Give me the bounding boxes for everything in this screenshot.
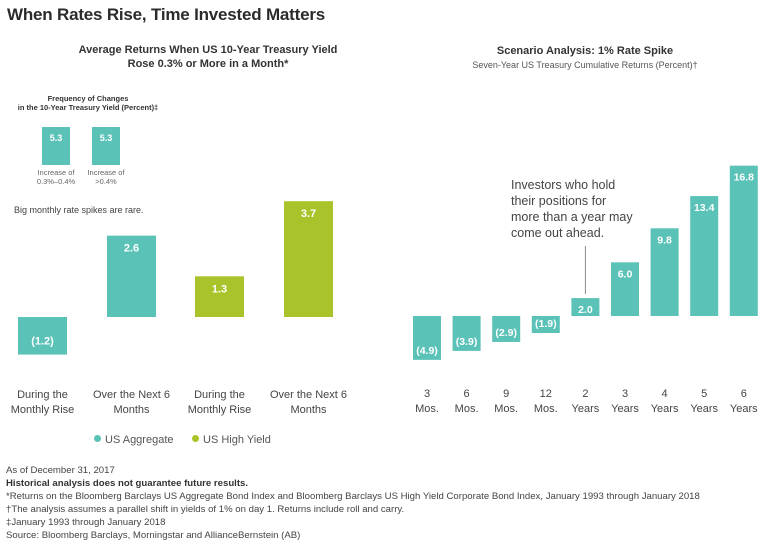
legend-label: US Aggregate: [105, 434, 174, 446]
legend-swatch-us-aggregate: [94, 435, 101, 442]
right-category-label: 3: [622, 388, 628, 400]
left-chart-title: Average Returns When US 10-Year Treasury…: [28, 43, 388, 71]
inset-title-line1: Frequency of Changes: [47, 94, 129, 103]
callout-text: Investors who hold their positions for m…: [511, 177, 633, 241]
left-chart-title-line1: Average Returns When US 10-Year Treasury…: [78, 44, 338, 56]
left-bar-value-label: (1.2): [31, 336, 54, 348]
legend-us-aggregate: US Aggregate: [94, 434, 174, 446]
left-category-label: During the: [194, 389, 245, 401]
callout-line-1: Investors who hold: [511, 178, 616, 192]
left-category-label: Monthly Rise: [188, 404, 252, 416]
callout-line-2: their positions for: [511, 194, 607, 208]
inset-label-0.3-0.4: Increase of 0.3%–0.4%: [26, 168, 86, 186]
left-category-label: Over the Next 6: [93, 389, 170, 401]
inset-bar-over-0.4: 5.3: [92, 127, 120, 165]
left-bar-3: [284, 201, 333, 317]
right-chart-subtitle: Seven-Year US Treasury Cumulative Return…: [472, 60, 698, 70]
left-bar-0: [18, 317, 67, 355]
left-bar-1: [107, 235, 156, 317]
right-chart-header: Scenario Analysis: 1% Rate Spike Seven-Y…: [400, 44, 768, 70]
right-category-label: 4: [662, 388, 668, 400]
left-bar-2: [195, 276, 244, 317]
right-bar-value-label: (4.9): [416, 345, 438, 357]
inset-note: Big monthly rate spikes are rare.: [14, 205, 144, 215]
right-bar-value-label: 9.8: [657, 234, 672, 246]
right-bar-0: [413, 316, 441, 360]
right-bar-value-label: 6.0: [618, 268, 633, 280]
right-category-label: Years: [730, 403, 758, 415]
inset-bar-0.3-0.4: 5.3: [42, 127, 70, 165]
left-category-label: Months: [290, 404, 327, 416]
left-bar-value-label: 2.6: [124, 243, 139, 255]
inset-label-over-0.4: Increase of >0.4%: [76, 168, 136, 186]
right-bar-value-label: 13.4: [694, 202, 715, 214]
right-category-label: Mos.: [455, 403, 479, 415]
right-category-label: 2: [582, 388, 588, 400]
right-category-label: 9: [503, 388, 509, 400]
footnote-dagger: †The analysis assumes a parallel shift i…: [6, 504, 405, 515]
legend-us-high-yield: US High Yield: [192, 434, 271, 446]
footnote-disclaimer: Historical analysis does not guarantee f…: [6, 478, 249, 489]
footnote-star: *Returns on the Bloomberg Barclays US Ag…: [6, 491, 700, 502]
right-category-label: Years: [611, 403, 639, 415]
right-category-label: Mos.: [494, 403, 518, 415]
callout-line-3: more than a year may: [511, 210, 633, 224]
footnote-source: Source: Bloomberg Barclays, Morningstar …: [6, 530, 301, 541]
page-title: When Rates Rise, Time Invested Matters: [7, 5, 326, 24]
right-bar-5: [611, 262, 639, 316]
footnote-ddagger: ‡January 1993 through January 2018: [6, 517, 166, 528]
inset-label-line2: 0.3%–0.4%: [36, 177, 76, 186]
right-bar-3: [531, 316, 560, 334]
right-bar-value-label: (2.9): [495, 327, 517, 339]
inset-title-line2: in the 10-Year Treasury Yield (Percent)‡: [17, 103, 159, 112]
right-category-label: Years: [572, 403, 600, 415]
right-chart-title: Scenario Analysis: 1% Rate Spike: [496, 45, 674, 57]
left-category-label: During the: [17, 389, 68, 401]
right-category-label: 6: [464, 388, 470, 400]
left-category-label: Monthly Rise: [11, 404, 75, 416]
inset-label-line1: Increase of: [87, 168, 125, 177]
inset-label-line2: >0.4%: [95, 177, 117, 186]
left-bar-value-label: 3.7: [301, 208, 316, 220]
right-bar-2: [492, 316, 521, 342]
right-bar-value-label: (1.9): [535, 318, 557, 330]
right-category-label: 3: [424, 388, 430, 400]
callout-line-4: come out ahead.: [511, 226, 605, 240]
inset-label-line1: Increase of: [37, 168, 75, 177]
right-bar-1: [452, 316, 481, 351]
right-bar-8: [729, 165, 758, 316]
legend-swatch-us-high-yield: [192, 435, 199, 442]
right-category-label: 6: [741, 388, 747, 400]
legend-label: US High Yield: [203, 434, 271, 446]
right-bar-value-label: (3.9): [456, 336, 478, 348]
left-category-label: Over the Next 6: [270, 389, 347, 401]
right-bar-value-label: 16.8: [734, 172, 755, 184]
right-bar-7: [690, 196, 719, 316]
right-bar-4: [571, 298, 600, 316]
right-category-label: Years: [651, 403, 679, 415]
right-category-label: Mos.: [534, 403, 558, 415]
left-bar-value-label: 1.3: [212, 283, 227, 295]
right-category-label: 12: [540, 388, 552, 400]
right-category-label: Years: [690, 403, 718, 415]
footnote-as-of: As of December 31, 2017: [6, 465, 115, 476]
right-bar-6: [650, 228, 679, 316]
left-chart-title-line2: Rose 0.3% or More in a Month*: [127, 58, 289, 70]
right-bar-value-label: 2.0: [578, 304, 593, 316]
right-category-label: 5: [701, 388, 707, 400]
right-category-label: Mos.: [415, 403, 439, 415]
left-category-label: Months: [113, 404, 150, 416]
